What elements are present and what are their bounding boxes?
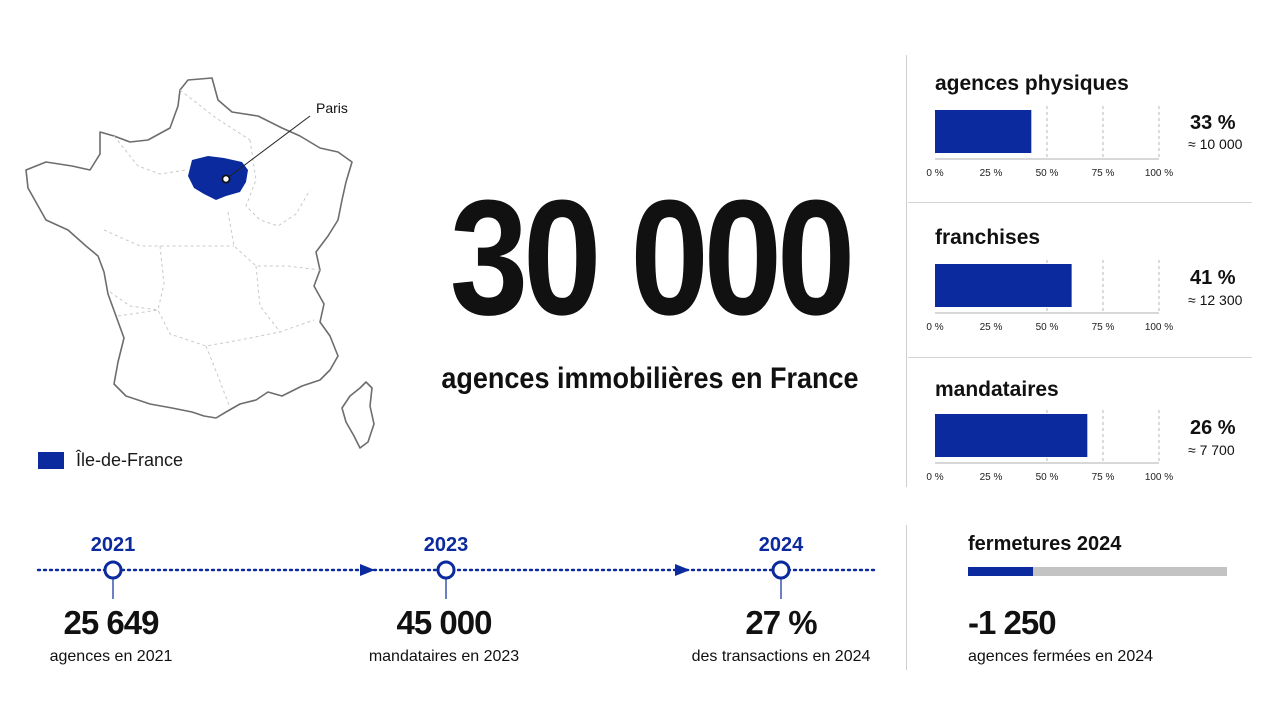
bar-mandataires bbox=[935, 414, 1088, 457]
segment-percent-2: 41 % bbox=[1190, 267, 1236, 289]
tick-label: 100 % bbox=[1145, 168, 1173, 179]
headline-label: agences immobilières en France bbox=[441, 362, 859, 395]
tick-label: 75 % bbox=[1092, 322, 1115, 333]
france-outline bbox=[25, 77, 353, 419]
segment-bar-chart-2: 0 % 25 % 50 % 75 % 100 % bbox=[926, 260, 1173, 333]
legend-swatch bbox=[38, 452, 64, 469]
tick-label: 0 % bbox=[926, 472, 943, 483]
legend-label: Île-de-France bbox=[76, 450, 184, 470]
bar-franchises bbox=[935, 264, 1072, 307]
tick-label: 75 % bbox=[1092, 472, 1115, 483]
segment-percent-3: 26 % bbox=[1190, 417, 1236, 439]
timeline-label-2023: mandataires en 2023 bbox=[368, 648, 520, 665]
tick-label: 50 % bbox=[1036, 472, 1059, 483]
map-legend: Île-de-France bbox=[38, 450, 183, 471]
timeline-arrow-1 bbox=[360, 564, 375, 576]
france-map: Paris bbox=[25, 77, 375, 449]
closures-bar-fill bbox=[968, 567, 1033, 576]
headline-value: 30 000 bbox=[449, 166, 856, 349]
timeline-value-2021: 25 649 bbox=[63, 604, 160, 641]
segment-bar-chart-1: 0 % 25 % 50 % 75 % 100 % bbox=[926, 106, 1173, 179]
timeline-value-2023: 45 000 bbox=[396, 604, 493, 641]
tick-label: 25 % bbox=[980, 168, 1003, 179]
right-panel-divider bbox=[906, 55, 907, 487]
closures-value: -1 250 bbox=[968, 604, 1057, 641]
segment-count-3: ≈ 7 700 bbox=[1188, 442, 1235, 458]
tick-label: 100 % bbox=[1145, 322, 1173, 333]
closures-title: fermetures 2024 bbox=[968, 533, 1122, 555]
tick-label: 25 % bbox=[980, 322, 1003, 333]
closures-bar-track bbox=[968, 567, 1227, 576]
timeline-track bbox=[36, 560, 880, 599]
segment-title-agences-physiques: agences physiques bbox=[935, 72, 1129, 95]
segment-title-mandataires: mandataires bbox=[935, 378, 1059, 401]
bar-agences-physiques bbox=[935, 110, 1032, 153]
segment-divider-2 bbox=[908, 357, 1252, 358]
tick-label: 75 % bbox=[1092, 168, 1115, 179]
timeline-value-2024: 27 % bbox=[745, 604, 817, 641]
timeline-node-2024 bbox=[771, 560, 791, 580]
timeline-year-2024: 2024 bbox=[758, 534, 804, 556]
tick-label: 100 % bbox=[1145, 472, 1173, 483]
timeline-arrow-2 bbox=[675, 564, 690, 576]
paris-label: Paris bbox=[316, 100, 348, 116]
tick-label: 0 % bbox=[926, 168, 943, 179]
tick-label: 25 % bbox=[980, 472, 1003, 483]
closures-divider bbox=[906, 525, 907, 670]
ile-de-france-region bbox=[188, 156, 248, 200]
segment-count-1: ≈ 10 000 bbox=[1188, 136, 1243, 152]
timeline-label-2021: agences en 2021 bbox=[49, 648, 173, 665]
paris-leader-line bbox=[225, 115, 311, 180]
segment-bar-chart-3: 0 % 25 % 50 % 75 % 100 % bbox=[926, 410, 1173, 483]
timeline-label-2024: des transactions en 2024 bbox=[691, 648, 871, 665]
tick-label: 0 % bbox=[926, 322, 943, 333]
paris-marker bbox=[221, 174, 231, 184]
closures-label: agences fermées en 2024 bbox=[968, 648, 1154, 665]
segment-title-franchises: franchises bbox=[935, 226, 1041, 249]
tick-label: 50 % bbox=[1036, 322, 1059, 333]
timeline-node-2023 bbox=[436, 560, 456, 580]
timeline-node-2021 bbox=[103, 560, 123, 580]
segment-count-2: ≈ 12 300 bbox=[1188, 292, 1243, 308]
timeline-year-2021: 2021 bbox=[90, 534, 136, 556]
segment-percent-1: 33 % bbox=[1190, 112, 1236, 134]
corsica-outline bbox=[341, 381, 375, 449]
region-borders bbox=[103, 89, 321, 409]
tick-label: 50 % bbox=[1036, 168, 1059, 179]
timeline-year-2023: 2023 bbox=[423, 534, 469, 556]
segment-divider-1 bbox=[908, 202, 1252, 203]
